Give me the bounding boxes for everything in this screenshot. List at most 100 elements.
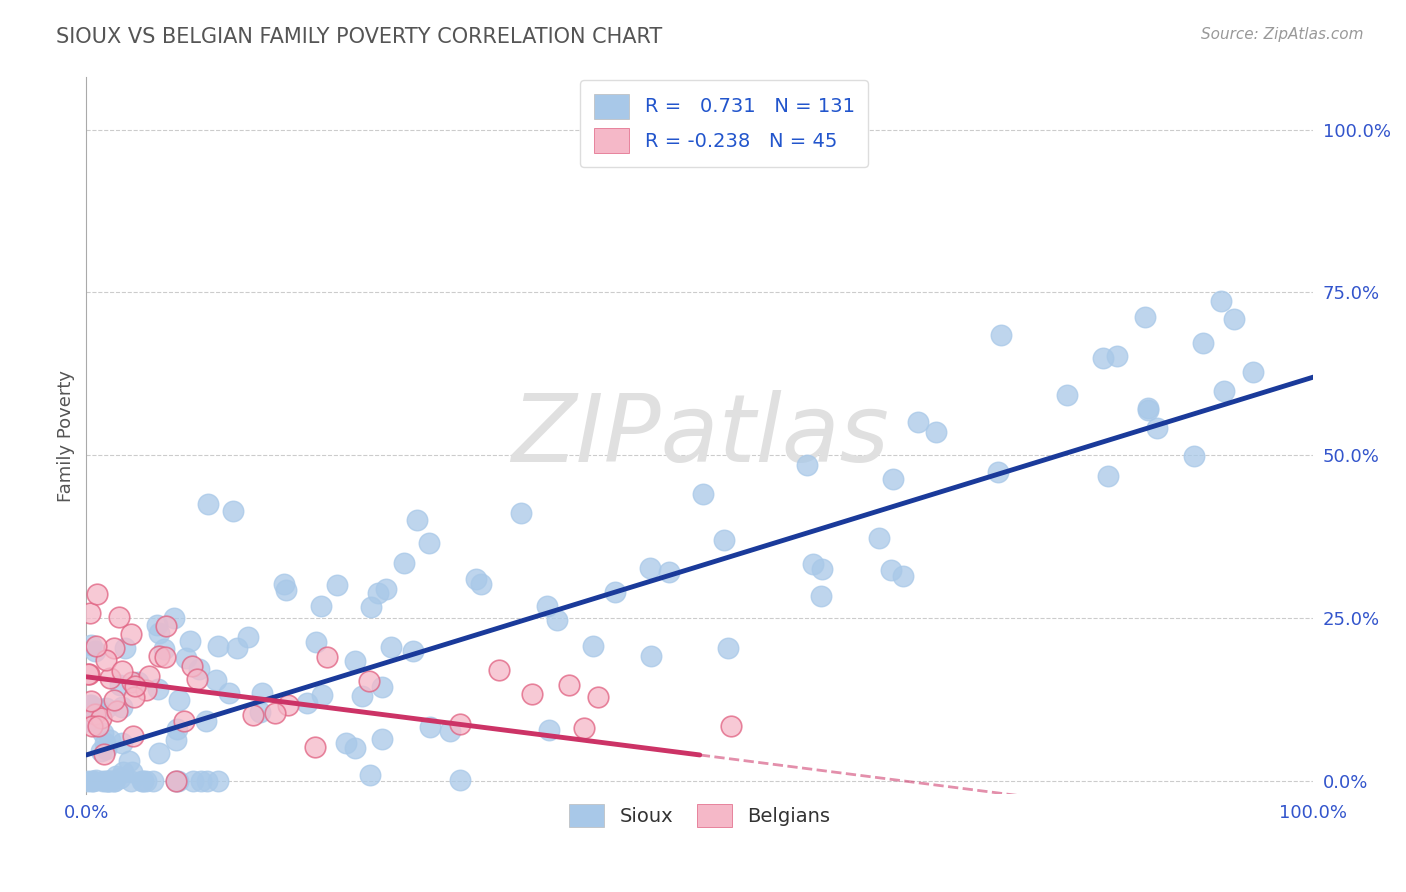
Point bbox=[311, 688, 333, 702]
Point bbox=[582, 639, 605, 653]
Point bbox=[343, 740, 366, 755]
Point bbox=[419, 720, 441, 734]
Point bbox=[188, 662, 211, 676]
Point bbox=[1136, 403, 1159, 417]
Point bbox=[98, 774, 121, 789]
Point bbox=[94, 653, 117, 667]
Point bbox=[181, 659, 204, 673]
Point bbox=[166, 774, 188, 789]
Point bbox=[218, 686, 240, 700]
Point bbox=[273, 577, 295, 591]
Y-axis label: Family Poverty: Family Poverty bbox=[58, 370, 75, 501]
Point bbox=[166, 722, 188, 736]
Point bbox=[138, 668, 160, 682]
Point bbox=[127, 674, 149, 689]
Point bbox=[80, 698, 103, 713]
Point bbox=[418, 535, 440, 549]
Point bbox=[146, 618, 169, 632]
Point bbox=[406, 513, 429, 527]
Point bbox=[380, 640, 402, 655]
Point bbox=[1223, 312, 1246, 326]
Point bbox=[79, 698, 101, 713]
Point bbox=[868, 531, 890, 545]
Point bbox=[91, 726, 114, 740]
Point bbox=[343, 654, 366, 668]
Text: ZIPatlas: ZIPatlas bbox=[510, 390, 889, 482]
Point bbox=[1146, 421, 1168, 435]
Text: Source: ZipAtlas.com: Source: ZipAtlas.com bbox=[1201, 27, 1364, 42]
Point bbox=[470, 577, 492, 591]
Point bbox=[77, 666, 100, 681]
Point bbox=[118, 754, 141, 768]
Text: SIOUX VS BELGIAN FAMILY POVERTY CORRELATION CHART: SIOUX VS BELGIAN FAMILY POVERTY CORRELAT… bbox=[56, 27, 662, 46]
Point bbox=[80, 719, 103, 733]
Point bbox=[165, 733, 187, 747]
Point bbox=[325, 578, 347, 592]
Point bbox=[120, 627, 142, 641]
Point bbox=[181, 774, 204, 789]
Point bbox=[93, 736, 115, 750]
Point bbox=[135, 683, 157, 698]
Point bbox=[1209, 294, 1232, 309]
Point bbox=[640, 648, 662, 663]
Point bbox=[207, 639, 229, 653]
Point bbox=[148, 648, 170, 663]
Point bbox=[537, 723, 560, 737]
Point bbox=[120, 774, 142, 789]
Point bbox=[274, 582, 297, 597]
Point bbox=[264, 706, 287, 721]
Point bbox=[226, 640, 249, 655]
Point bbox=[204, 673, 226, 687]
Point bbox=[93, 747, 115, 762]
Point bbox=[520, 687, 543, 701]
Point bbox=[465, 573, 488, 587]
Point bbox=[114, 640, 136, 655]
Point bbox=[104, 769, 127, 783]
Point bbox=[142, 774, 165, 789]
Point bbox=[86, 773, 108, 788]
Point bbox=[1105, 349, 1128, 363]
Point bbox=[165, 774, 187, 789]
Point bbox=[121, 764, 143, 779]
Point bbox=[84, 639, 107, 653]
Point bbox=[82, 774, 104, 789]
Point bbox=[80, 693, 103, 707]
Point bbox=[131, 774, 153, 789]
Point bbox=[167, 693, 190, 707]
Point bbox=[713, 533, 735, 548]
Point bbox=[87, 702, 110, 716]
Point bbox=[222, 504, 245, 518]
Point bbox=[309, 599, 332, 614]
Point bbox=[907, 415, 929, 429]
Point bbox=[1056, 388, 1078, 402]
Point bbox=[79, 606, 101, 620]
Point bbox=[242, 707, 264, 722]
Point bbox=[124, 679, 146, 693]
Point bbox=[536, 599, 558, 613]
Point bbox=[1182, 449, 1205, 463]
Point bbox=[249, 705, 271, 719]
Point bbox=[1092, 351, 1115, 366]
Point bbox=[132, 774, 155, 789]
Point bbox=[987, 465, 1010, 479]
Point bbox=[121, 729, 143, 743]
Point bbox=[80, 638, 103, 652]
Point bbox=[86, 587, 108, 601]
Point bbox=[111, 665, 134, 679]
Point bbox=[148, 626, 170, 640]
Point bbox=[488, 663, 510, 677]
Point bbox=[122, 690, 145, 704]
Point bbox=[96, 700, 118, 714]
Point bbox=[197, 497, 219, 511]
Point bbox=[103, 774, 125, 789]
Point bbox=[801, 557, 824, 571]
Point bbox=[439, 724, 461, 739]
Point bbox=[153, 650, 176, 665]
Point bbox=[1192, 335, 1215, 350]
Point bbox=[195, 774, 218, 789]
Point bbox=[105, 704, 128, 718]
Point bbox=[179, 634, 201, 648]
Point bbox=[315, 649, 337, 664]
Point bbox=[77, 774, 100, 789]
Point bbox=[108, 771, 131, 785]
